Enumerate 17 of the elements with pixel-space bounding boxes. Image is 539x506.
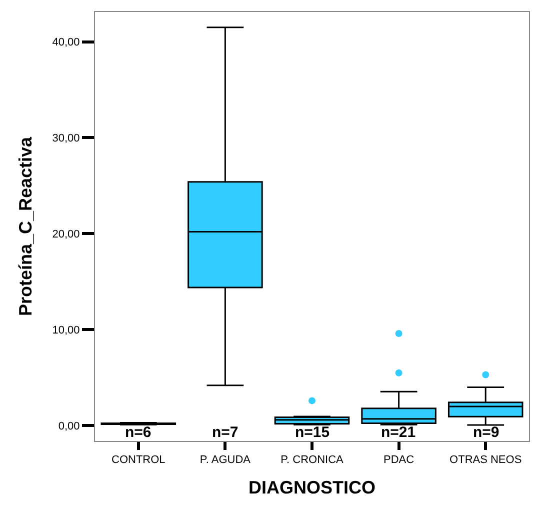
x-tick-label: P. AGUDA [200, 454, 252, 466]
y-tick-label: 40,00 [52, 36, 80, 49]
annotation: n=21 [381, 424, 416, 441]
annotation: n=6 [125, 424, 152, 441]
y-tick-label: 0,00 [58, 420, 80, 432]
x-axis-title: DIAGNOSTICO [248, 477, 376, 498]
annotation: n=15 [295, 424, 330, 441]
y-axis-title: Proteína_C_Reactiva [15, 136, 36, 316]
annotation: n=7 [212, 424, 238, 441]
annotation: n=9 [473, 424, 500, 441]
y-tick-label: 30,00 [52, 132, 80, 145]
y-tick-label: 10,00 [52, 324, 80, 337]
x-tick-label: P. CRONICA [280, 454, 344, 466]
y-tick-label: 20,00 [52, 228, 80, 241]
x-tick-label: OTRAS NEOS [450, 454, 522, 466]
x-tick-label: PDAC [384, 454, 414, 466]
x-tick-label: CONTROL [112, 454, 166, 466]
